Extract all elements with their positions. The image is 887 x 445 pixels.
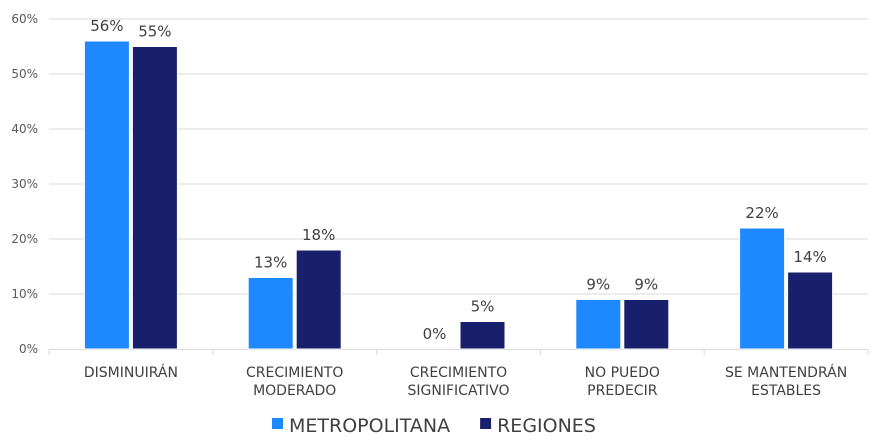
- legend-label: METROPOLITANA: [289, 415, 450, 437]
- bar-regiones: [787, 271, 834, 350]
- data-label: 0%: [423, 325, 447, 343]
- data-label: 14%: [793, 248, 826, 266]
- data-label: 13%: [254, 254, 287, 272]
- data-label: 22%: [745, 204, 778, 222]
- data-label: 5%: [471, 298, 495, 316]
- bar-regiones: [459, 321, 506, 350]
- category-label-line: PREDECIR: [587, 383, 658, 399]
- category-label: SE MANTENDRÁN ESTABLES: [725, 364, 847, 399]
- category-label-line: ESTABLES: [751, 383, 821, 399]
- y-tick-label: 60%: [11, 12, 38, 26]
- category-label-line: SE MANTENDRÁN: [725, 364, 847, 381]
- bar-metropolitana: [247, 277, 294, 350]
- category-label-line: CRECIMIENTO: [410, 365, 507, 381]
- y-tick-label: 30%: [11, 177, 38, 191]
- bar-regiones: [295, 249, 342, 350]
- legend-label: REGIONES: [497, 415, 596, 437]
- category-label: CRECIMIENTO SIGNIFICATIVO: [408, 365, 510, 399]
- data-label: 18%: [302, 226, 335, 244]
- y-tick-label: 10%: [11, 287, 38, 301]
- bar-regiones: [623, 299, 670, 350]
- category-label: DISMINUIRÁN: [84, 364, 178, 381]
- category-label-line: CRECIMIENTO: [246, 365, 343, 381]
- bar-metropolitana: [575, 299, 622, 350]
- category-label: NO PUEDO PREDECIR: [585, 365, 660, 399]
- category-label-line: NO PUEDO: [585, 365, 660, 381]
- category-label-line: SIGNIFICATIVO: [408, 383, 510, 399]
- category-label-line: DISMINUIRÁN: [84, 364, 178, 381]
- y-tick-label: 20%: [11, 232, 38, 246]
- data-label: 56%: [90, 17, 123, 35]
- category-label: CRECIMIENTO MODERADO: [246, 365, 343, 399]
- data-label: 9%: [634, 276, 658, 294]
- bar-metropolitana: [739, 227, 786, 350]
- legend-swatch: [480, 418, 492, 429]
- data-label: 55%: [138, 23, 171, 41]
- bar-regiones: [131, 46, 178, 350]
- y-tick-label: 0%: [19, 342, 38, 356]
- category-label-line: MODERADO: [253, 383, 336, 399]
- y-tick-label: 40%: [11, 122, 38, 136]
- bar-metropolitana: [83, 40, 130, 350]
- data-label: 9%: [586, 276, 610, 294]
- legend-swatch: [272, 418, 283, 429]
- y-tick-label: 50%: [11, 67, 38, 81]
